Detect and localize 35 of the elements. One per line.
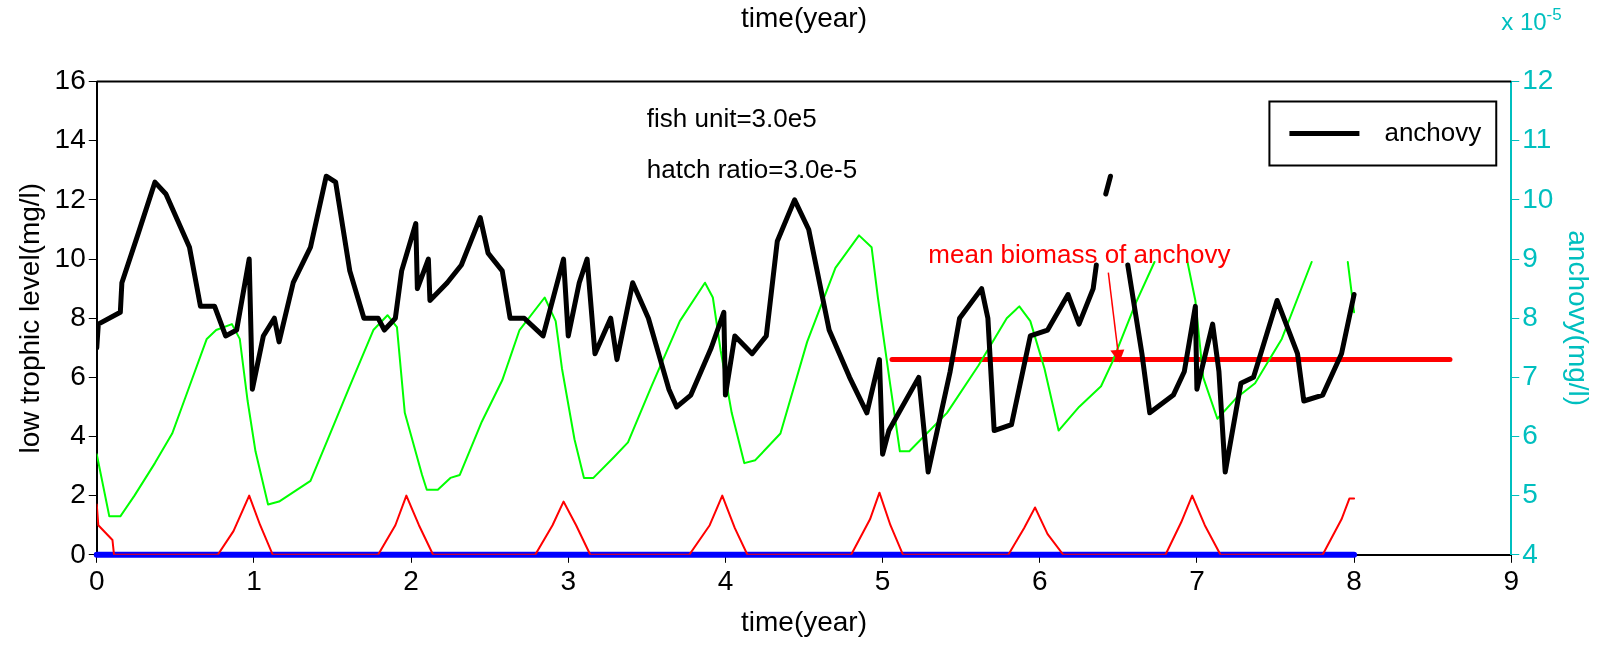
- y2-tick-label: 10: [1522, 182, 1554, 214]
- y2-axis-title: anchovy(mg/l): [1563, 230, 1595, 407]
- annotation: hatch ratio=3.0e-5: [646, 153, 858, 184]
- y-tick-label: 16: [54, 64, 86, 96]
- x-tick-label: 6: [1031, 565, 1048, 597]
- y2-tick-label: 5: [1522, 478, 1538, 510]
- annotation: fish unit=3.0e5: [646, 102, 817, 133]
- y2-tick-label: 9: [1522, 241, 1538, 273]
- y-tick-label: 0: [70, 537, 86, 569]
- y2-tick-label: 12: [1522, 64, 1554, 96]
- x-tick-label: 9: [1503, 565, 1520, 597]
- y2-tick-label: 6: [1522, 419, 1538, 451]
- x-tick-label: 3: [560, 565, 577, 597]
- annotation: mean biomass of anchovy: [928, 238, 1231, 269]
- chart-title: time(year): [740, 1, 868, 33]
- y2-tick-label: 4: [1522, 537, 1538, 569]
- x-tick-label: 7: [1189, 565, 1205, 597]
- x-tick-label: 4: [717, 565, 734, 597]
- y2-tick-label: 11: [1522, 123, 1552, 155]
- y-tick-label: 10: [54, 241, 86, 273]
- y-tick-label: 4: [70, 419, 86, 451]
- y2-tick-label: 7: [1522, 360, 1538, 392]
- x-tick-label: 2: [403, 565, 419, 597]
- y-axis-title: low trophic level(mg/l): [13, 182, 45, 454]
- y-tick-label: 14: [54, 123, 86, 155]
- y-tick-label: 12: [54, 182, 86, 214]
- y2-tick-label: 8: [1522, 300, 1538, 332]
- y-tick-label: 6: [70, 360, 86, 392]
- x-axis-title: time(year): [740, 605, 868, 637]
- y-tick-label: 2: [70, 478, 86, 510]
- x-tick-label: 5: [874, 565, 891, 597]
- x-tick-label: 8: [1346, 565, 1362, 597]
- y-tick-label: 8: [70, 300, 86, 332]
- x-tick-label: 1: [246, 565, 262, 597]
- legend-label: anchovy: [1384, 116, 1482, 147]
